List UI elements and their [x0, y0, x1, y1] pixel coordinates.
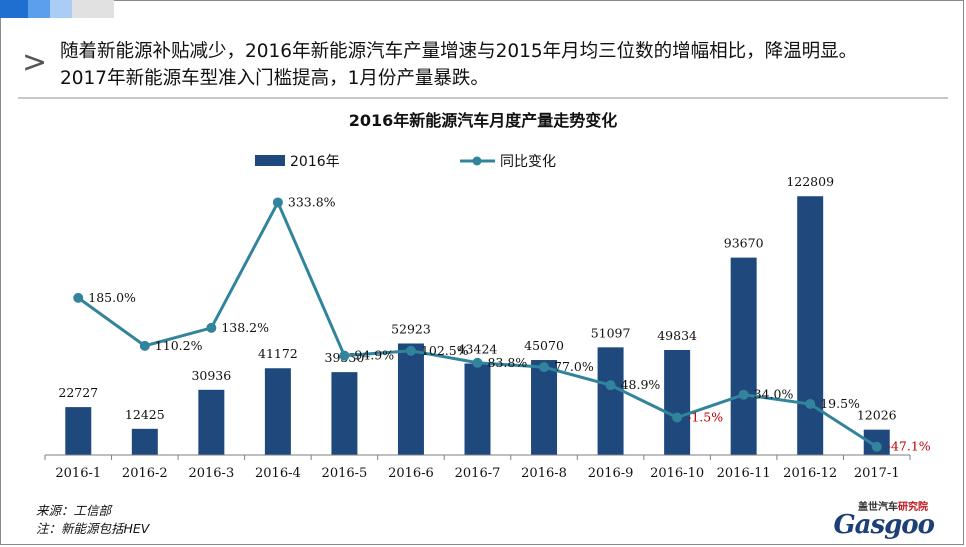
yoy-label-2016-3: 138.2% [221, 320, 269, 335]
yoy-label-2016-1: 185.0% [88, 290, 136, 305]
legend-line-marker [472, 156, 482, 166]
bar-value-label-2016-9: 51097 [591, 325, 631, 340]
accent-block-4 [72, 0, 114, 18]
legend-bar-swatch [255, 155, 285, 166]
x-tick-label-2016-12: 2016-12 [783, 466, 837, 481]
bar-2016-4 [264, 368, 291, 455]
yoy-label-2017-1: -47.1% [887, 439, 931, 454]
bar-2016-1 [65, 407, 92, 455]
x-tick-label-2016-11: 2016-11 [717, 466, 771, 481]
yoy-marker-2016-12 [805, 399, 816, 410]
yoy-marker-2017-1 [871, 441, 882, 452]
yoy-marker-2016-2 [139, 340, 150, 351]
x-tick-label-2016-6: 2016-6 [388, 466, 434, 481]
yoy-label-2016-2: 110.2% [155, 338, 203, 353]
yoy-label-2016-4: 333.8% [288, 194, 336, 209]
logo-top-right: 研究院 [898, 502, 928, 513]
x-tick-label-2016-10: 2016-10 [650, 466, 704, 481]
bar-value-label-2016-2: 12425 [125, 407, 165, 422]
yoy-label-2016-9: 48.9% [621, 377, 661, 392]
bar-value-label-2016-8: 45070 [524, 338, 564, 353]
bar-value-label-2016-1: 22727 [58, 385, 98, 400]
yoy-marker-2016-7 [472, 357, 483, 368]
x-tick-label-2016-9: 2016-9 [588, 466, 634, 481]
logo-top-left: 盖世汽车 [858, 502, 898, 513]
yoy-label-2016-6: 102.5% [421, 343, 469, 358]
yoy-label-2016-5: 94.9% [354, 348, 394, 363]
gasgoo-logo: 盖世汽车研究院 Gasgoo [818, 498, 938, 540]
chevron-icon: > [22, 45, 48, 80]
x-tick-label-2016-8: 2016-8 [521, 466, 567, 481]
header-divider [18, 97, 948, 99]
yoy-marker-2016-3 [206, 322, 217, 333]
bar-value-label-2017-1: 12026 [857, 408, 897, 423]
bar-value-label-2016-7: 43424 [458, 341, 498, 356]
yoy-label-2016-8: 77.0% [554, 359, 594, 374]
legend-bar-label: 2016年 [290, 154, 340, 170]
bar-2016-8 [531, 360, 558, 455]
yoy-label-2016-7: 83.8% [488, 355, 528, 370]
x-tick-label-2016-2: 2016-2 [122, 466, 168, 481]
headline-line-1: 随着新能源补贴减少，2016年新能源汽车产量增速与2015年月均三位数的增幅相比… [60, 41, 858, 62]
x-tick-label-2017-1: 2017-1 [854, 466, 900, 481]
legend-line-label: 同比变化 [500, 154, 556, 170]
accent-block-2 [28, 0, 50, 18]
bar-2016-12 [797, 196, 824, 456]
x-tick-label-2016-7: 2016-7 [455, 466, 501, 481]
accent-block-1 [0, 0, 28, 18]
yoy-label-2016-12: 19.5% [820, 396, 860, 411]
x-tick-label-2016-5: 2016-5 [322, 466, 368, 481]
x-tick-label-2016-1: 2016-1 [55, 466, 101, 481]
yoy-label-2016-10: -1.5% [687, 409, 723, 424]
logo-subtitle: 盖世汽车研究院 [858, 498, 928, 513]
bar-2016-2 [131, 428, 158, 455]
logo-wordmark: Gasgoo [833, 510, 935, 540]
headline-line-2: 2017年新能源车型准入门槛提高，1月份产量暴跌。 [60, 68, 489, 89]
bar-2016-11 [730, 257, 757, 455]
footnote: 注：新能源包括HEV [36, 521, 150, 536]
bar-2016-3 [198, 389, 225, 455]
yoy-label-2016-11: 34.0% [754, 387, 794, 402]
bar-value-label-2016-11: 93670 [724, 236, 764, 251]
bar-2016-9 [597, 347, 624, 455]
accent-block-3 [50, 0, 72, 18]
bar-2016-7 [464, 363, 491, 455]
yoy-marker-2016-8 [539, 362, 550, 373]
chart-title: 2016年新能源汽车月度产量走势变化 [349, 111, 618, 130]
source-note: 来源：工信部 [36, 503, 112, 518]
yoy-marker-2016-5 [339, 350, 350, 361]
bar-value-label-2016-4: 41172 [258, 346, 298, 361]
bar-value-label-2016-6: 52923 [391, 321, 431, 336]
bar-2016-6 [397, 343, 424, 455]
x-tick-label-2016-3: 2016-3 [188, 466, 234, 481]
yoy-marker-2016-6 [405, 345, 416, 356]
bar-2016-5 [331, 372, 358, 455]
yoy-marker-2016-11 [738, 389, 749, 400]
yoy-marker-2016-9 [605, 380, 616, 391]
yoy-marker-2016-4 [272, 197, 283, 208]
bar-value-label-2016-12: 122809 [786, 174, 834, 189]
bar-value-label-2016-10: 49834 [657, 328, 697, 343]
bar-2016-10 [664, 349, 691, 455]
yoy-marker-2016-1 [73, 292, 84, 303]
bar-value-label-2016-3: 30936 [191, 368, 231, 383]
x-tick-label-2016-4: 2016-4 [255, 466, 301, 481]
headline: 随着新能源补贴减少，2016年新能源汽车产量增速与2015年月均三位数的增幅相比… [60, 38, 950, 92]
yoy-marker-2016-10 [672, 412, 683, 423]
